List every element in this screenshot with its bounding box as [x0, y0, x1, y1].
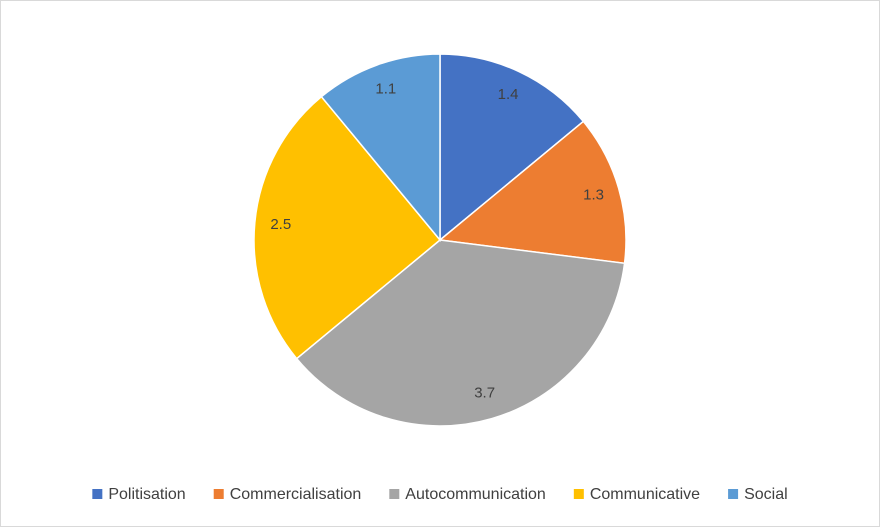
pie-slice [253, 95, 442, 360]
legend-swatch [92, 489, 103, 499]
legend-label: Communicative [590, 486, 700, 503]
pie-slice [320, 53, 441, 243]
data-label: 1.3 [583, 186, 604, 203]
pie-slice [295, 239, 626, 427]
data-label: 2.5 [270, 216, 291, 233]
pie-slice [438, 120, 627, 265]
legend-label: Commercialisation [230, 486, 362, 503]
pie-slice [439, 53, 585, 242]
legend-swatch [389, 489, 400, 499]
legend-label: Social [744, 486, 788, 503]
legend-swatch [573, 489, 584, 499]
legend-label: Politisation [108, 486, 185, 503]
legend-label: Autocommunication [405, 486, 546, 503]
legend-swatch [728, 489, 739, 499]
data-label: 1.4 [498, 86, 519, 103]
data-label: 3.7 [474, 385, 495, 402]
legend-swatch [213, 489, 224, 499]
data-label: 1.1 [375, 80, 396, 97]
